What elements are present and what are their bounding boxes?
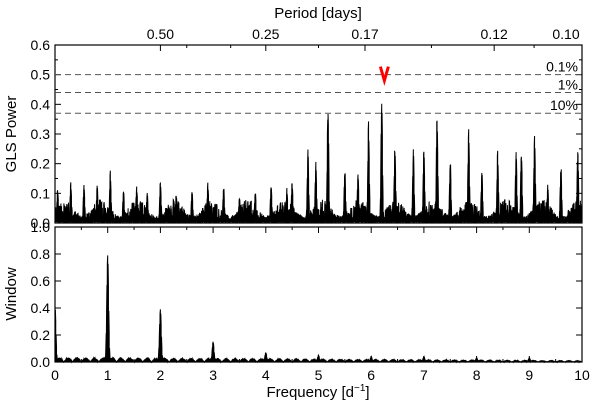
window-y-tick-label: 0.4 (31, 300, 51, 316)
gls-y-tick-label: 0.6 (31, 37, 51, 53)
period-tick-label: 0.17 (351, 26, 378, 42)
window-function-series (54, 255, 583, 364)
window-y-tick-label: 1.0 (31, 219, 51, 235)
window-x-tick-label: 7 (420, 367, 428, 383)
window-y-tick-label: 0.8 (31, 246, 51, 262)
window-x-tick-label: 10 (574, 367, 590, 383)
gls-y-tick-label: 0.5 (31, 67, 51, 83)
window-x-tick-label: 5 (315, 367, 323, 383)
gls-plot-frame (54, 44, 583, 224)
window-y-tick-label: 0.0 (31, 354, 51, 370)
window-x-tick-label: 3 (209, 367, 217, 383)
gls-y-tick-label: 0.4 (31, 96, 51, 112)
window-y-tick-label: 0.6 (31, 273, 51, 289)
gls-y-tick-label: 0.0 (31, 215, 51, 231)
peak-marker-icon (378, 66, 390, 87)
x-axis-label-main: Frequency [d (266, 384, 354, 401)
gls-y-axis-label: GLS Power (3, 96, 20, 173)
window-x-tick-label: 0 (51, 367, 59, 383)
window-x-tick-label: 9 (525, 367, 533, 383)
x-axis-label-close: ] (365, 384, 369, 401)
x-axis-label: Frequency [d−1] (266, 383, 369, 401)
significance-label: 10% (550, 97, 578, 113)
window-x-tick-label: 2 (157, 367, 165, 383)
period-tick-label: 0.12 (481, 26, 508, 42)
window-x-tick-label: 8 (473, 367, 481, 383)
window-y-ticks: 0.0 0.2 0.4 0.6 0.8 1.0 (31, 219, 582, 370)
significance-label: 1% (558, 76, 578, 92)
gls-y-tick-label: 0.2 (31, 156, 51, 172)
peak-marker-shape (378, 66, 390, 87)
window-x-tick-label: 1 (104, 367, 112, 383)
gls-power-series (54, 103, 583, 224)
window-y-tick-label: 0.2 (31, 327, 51, 343)
gls-y-tick-label: 0.1 (31, 185, 51, 201)
gls-panel: Period [days] 0.50 0.25 0.17 0.12 0.10 0.00.… (3, 5, 583, 231)
window-panel: 0 1 2 3 4 5 6 7 8 9 10 0.0 0.2 0.4 0.6 0.8 1.0 Window F… (3, 219, 590, 401)
significance-lines: 0.1%1% 10% (55, 59, 582, 114)
window-x-tick-label: 4 (262, 367, 270, 383)
window-x-tick-label: 6 (367, 367, 375, 383)
window-plot-frame (54, 226, 583, 363)
top-period-ticks: 0.50 0.25 0.17 0.12 0.10 (147, 26, 583, 51)
period-tick-label: 0.25 (252, 26, 279, 42)
gls-y-tick-label: 0.3 (31, 126, 51, 142)
significance-label: 0.1% (546, 59, 578, 75)
window-y-axis-label: Window (3, 267, 20, 321)
x-axis-label-superscript: −1 (354, 383, 366, 394)
top-axis-label: Period [days] (274, 5, 362, 22)
period-tick-label: 0.50 (147, 26, 174, 42)
gls-y-ticks: 0.0 0.1 0.2 0.3 0.4 0.5 0.6 (31, 37, 582, 231)
period-tick-label: 0.10 (552, 26, 579, 42)
